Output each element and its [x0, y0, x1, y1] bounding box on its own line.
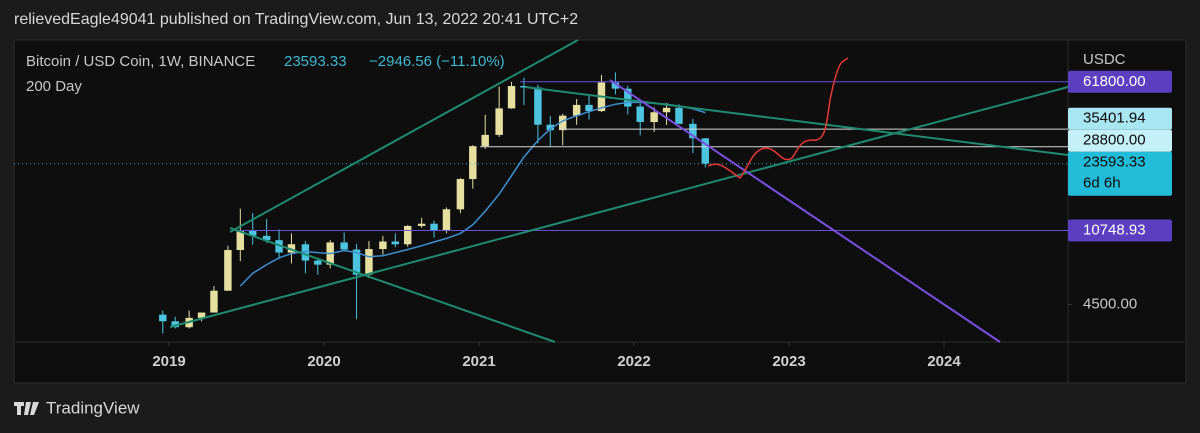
candle-body [520, 86, 528, 88]
candle-body [585, 104, 593, 112]
candle-body [546, 124, 555, 131]
candle-body [701, 138, 710, 164]
x-tick-label: 2020 [307, 353, 340, 370]
x-tick-label: 2024 [927, 353, 961, 370]
last-price: 23593.33 [284, 53, 347, 70]
candle-body [365, 249, 373, 275]
candle-body [403, 225, 412, 245]
candle-body [379, 241, 387, 250]
price-marker-label: 10748.93 [1083, 222, 1146, 239]
candle-body [689, 123, 697, 139]
candle-body [442, 209, 451, 231]
x-tick-label: 2022 [617, 353, 650, 370]
brand: TradingView [14, 398, 140, 417]
candle-body [262, 235, 271, 241]
candle-body [534, 87, 542, 125]
candle-body [391, 241, 400, 245]
candle-body [469, 146, 477, 180]
trendline [609, 79, 1001, 343]
symbol-title: Bitcoin / USD Coin, 1W, BINANCE [26, 53, 255, 70]
candle-body [650, 112, 658, 123]
candle-body [675, 107, 683, 124]
candle-body [417, 223, 426, 226]
candle-body [224, 250, 232, 291]
candle-body [314, 260, 322, 265]
candle-body [287, 244, 296, 253]
candle-body [611, 82, 620, 89]
candle-body [636, 106, 644, 123]
price-change: −2946.56 (−11.10%) [369, 53, 505, 70]
indicator-name: 200 Day [26, 78, 82, 95]
last-price-box [1068, 151, 1172, 196]
candle-body [210, 290, 218, 313]
last-price-label: 23593.33 [1083, 154, 1146, 171]
trendline [229, 227, 556, 343]
price-marker-box [1068, 129, 1172, 152]
candle-body [275, 240, 283, 253]
price-marker-box [1068, 107, 1172, 130]
price-marker-label: 28800.00 [1083, 132, 1146, 149]
candle-body [456, 179, 465, 210]
brand-name: TradingView [46, 398, 140, 417]
price-axis-unit: USDC [1083, 51, 1126, 68]
indicator-line [239, 101, 706, 287]
candle-body [481, 134, 489, 147]
trendline [524, 86, 1069, 156]
x-tick-label: 2021 [462, 353, 495, 370]
y-tick-label: 4500.00 [1083, 296, 1137, 313]
plot-layer [14, 72, 1072, 346]
candle-body [507, 86, 516, 109]
candle-body [340, 242, 348, 250]
price-marker-label: 35401.94 [1083, 110, 1146, 127]
candle-body [572, 104, 581, 116]
candle-body [662, 107, 671, 113]
candle-body [236, 230, 245, 251]
published-line: relievedEagle49041 published on TradingV… [14, 11, 578, 28]
brand-logo [14, 402, 39, 415]
candle-body [352, 249, 361, 275]
x-tick-label: 2023 [772, 353, 805, 370]
price-marker-label: 61800.00 [1083, 73, 1146, 90]
drawings [169, 39, 1069, 343]
trendline [169, 86, 1069, 328]
candle-body [171, 321, 179, 328]
candle-body [197, 312, 206, 318]
candle-body [430, 223, 438, 231]
projection [707, 57, 849, 180]
candle-body [624, 88, 632, 107]
price-marker-box [1068, 70, 1172, 93]
trendline [229, 39, 579, 233]
candle-body [495, 108, 503, 135]
candle-body [159, 314, 167, 322]
price-marker-box [1068, 219, 1172, 242]
countdown-label: 6d 6h [1083, 175, 1121, 192]
candle-body [301, 244, 310, 261]
candle-body [558, 115, 567, 131]
x-tick-label: 2019 [152, 353, 185, 370]
candle-body [248, 230, 257, 236]
